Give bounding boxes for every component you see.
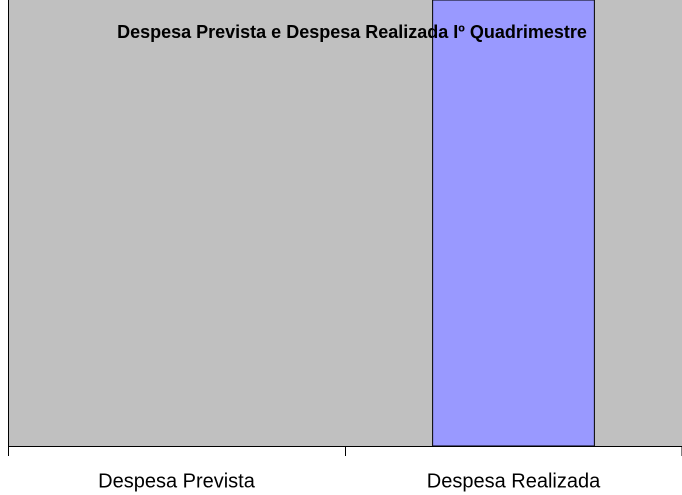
x-tick-label: Despesa Realizada <box>427 470 601 492</box>
x-tick-label: Despesa Prevista <box>98 470 256 492</box>
chart-title: Despesa Prevista e Despesa Realizada Iº … <box>117 22 587 42</box>
bar <box>432 0 595 447</box>
